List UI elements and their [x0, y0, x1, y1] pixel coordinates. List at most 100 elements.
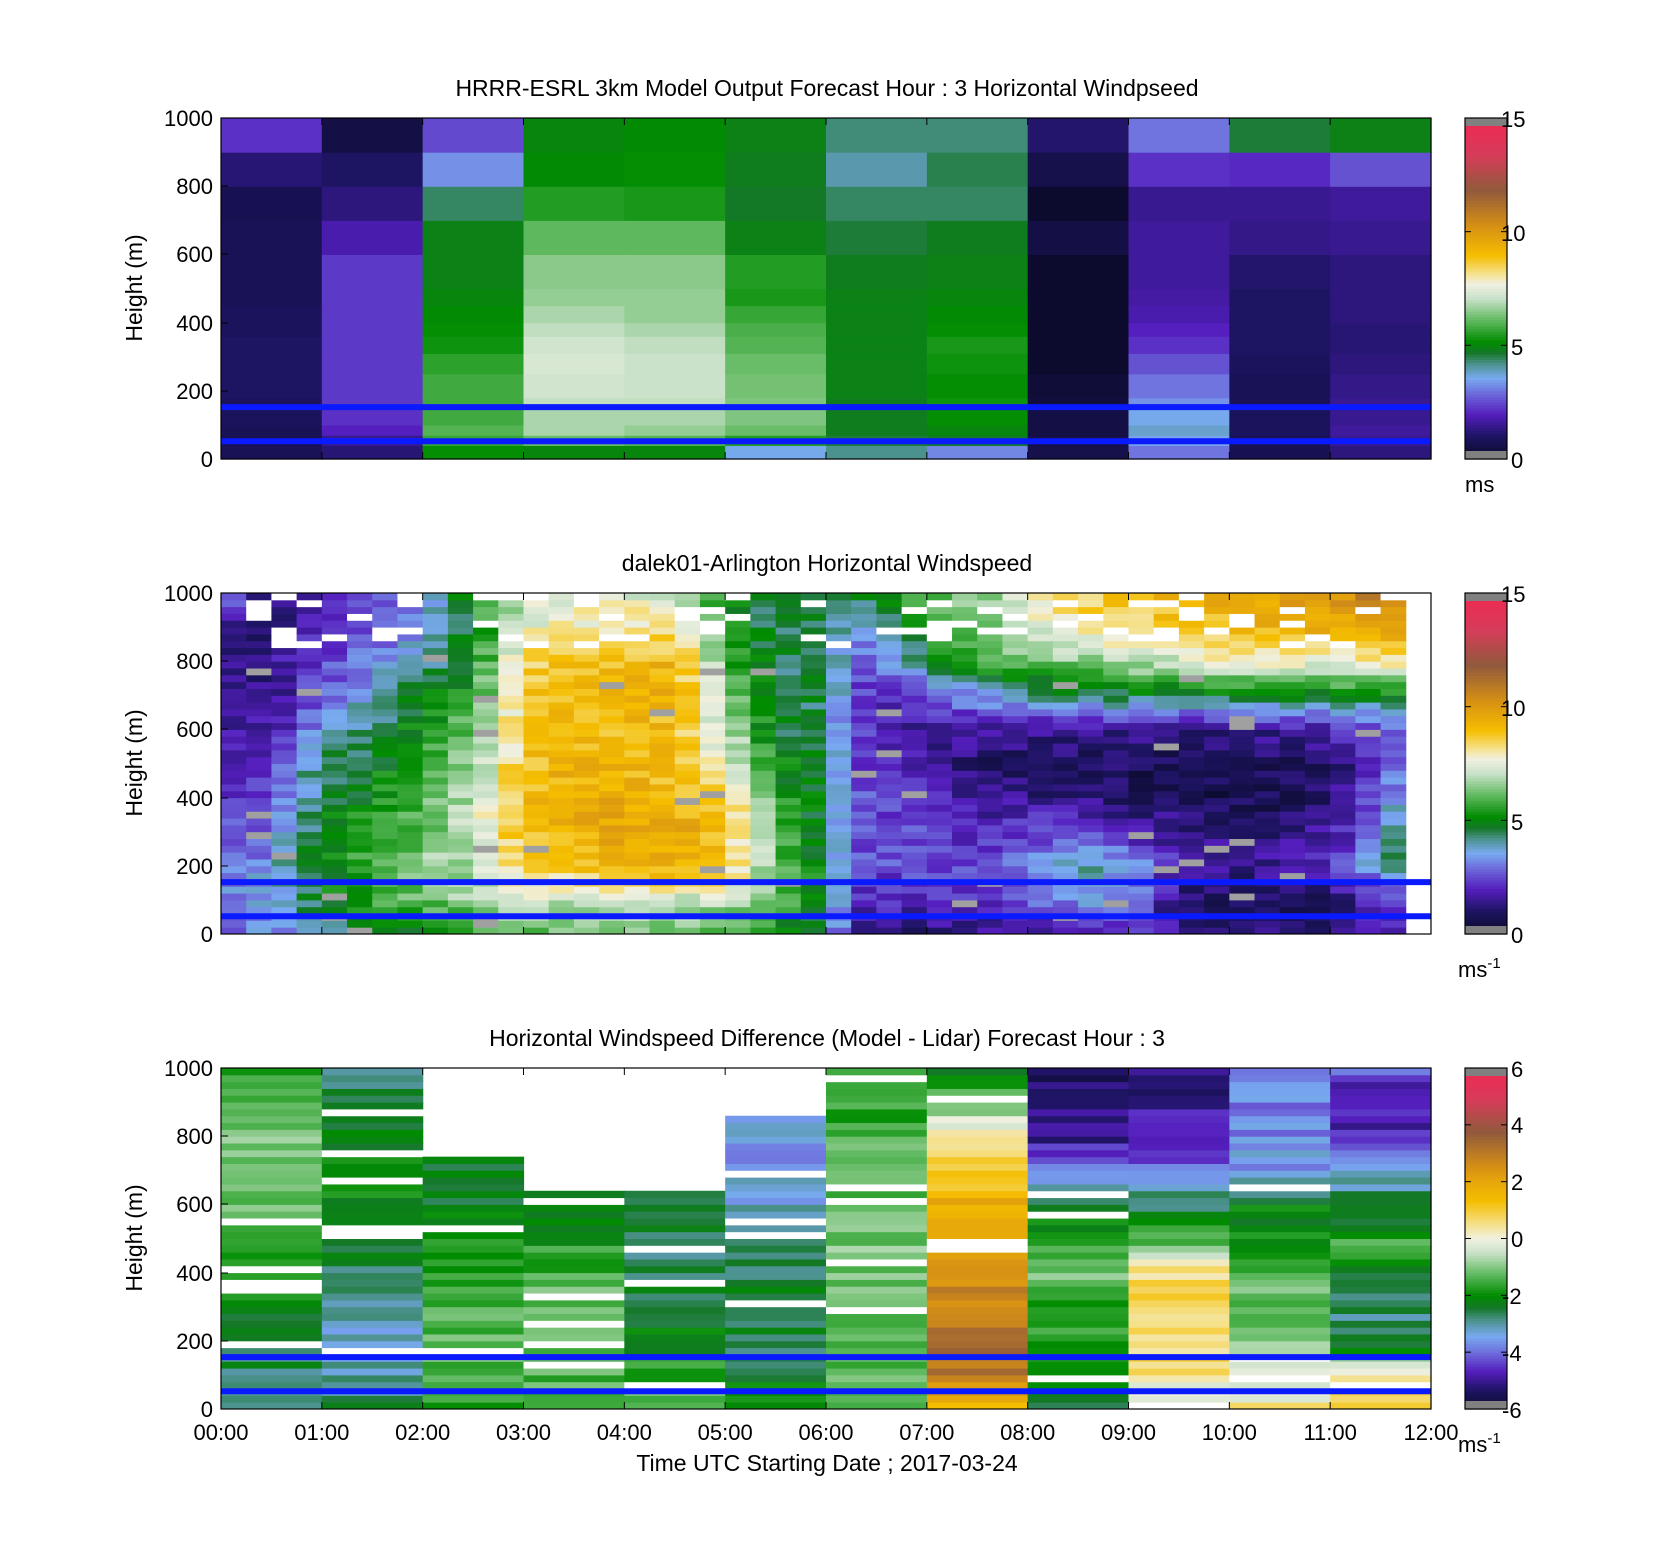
colorbar-segment	[1465, 333, 1507, 338]
heatmap-cell	[699, 599, 726, 608]
heatmap-cell	[221, 593, 247, 601]
heatmap-cell	[926, 708, 953, 717]
heatmap-cell	[1052, 811, 1079, 819]
heatmap-cell	[1128, 1402, 1230, 1410]
heatmap-cell	[573, 715, 600, 724]
heatmap-cell	[699, 845, 726, 853]
heatmap-cell	[498, 804, 524, 812]
heatmap-cell	[649, 613, 676, 621]
heatmap-cell	[1078, 736, 1104, 744]
heatmap-cell	[926, 804, 953, 812]
heatmap-cell	[851, 824, 877, 833]
heatmap-cell	[1330, 1149, 1432, 1158]
heatmap-cell	[473, 886, 499, 894]
heatmap-cell	[624, 1313, 726, 1321]
heatmap-cell	[876, 886, 903, 894]
colorbar-segment	[1465, 1394, 1507, 1399]
colorbar-segment	[1465, 231, 1507, 236]
heatmap-cell	[1078, 872, 1104, 880]
heatmap-cell	[624, 1402, 726, 1410]
heatmap-cell	[1380, 620, 1407, 628]
colorbar-segment	[1465, 1158, 1507, 1163]
heatmap-cell	[649, 661, 676, 669]
heatmap-cell	[775, 797, 802, 805]
heatmap-cell	[321, 1374, 424, 1383]
heatmap-cell	[221, 1279, 323, 1287]
heatmap-cell	[901, 633, 928, 642]
heatmap-cell	[1178, 920, 1205, 928]
heatmap-cell	[221, 397, 323, 409]
heatmap-cell	[397, 702, 424, 710]
heatmap-cell	[649, 824, 676, 833]
heatmap-cell	[221, 661, 247, 669]
heatmap-cell	[1128, 804, 1155, 812]
colorbar-segment	[1465, 1289, 1507, 1294]
heatmap-cell	[1330, 681, 1356, 689]
colorbar-segment	[1465, 652, 1507, 657]
heatmap-cell	[926, 1081, 1029, 1089]
panel-lidar-ytick: 200	[176, 854, 213, 879]
heatmap-cell	[271, 886, 298, 894]
heatmap-cell	[775, 736, 802, 744]
heatmap-cell	[246, 886, 272, 894]
heatmap-cell	[826, 397, 928, 409]
heatmap-cell	[221, 708, 247, 717]
heatmap-cell	[699, 668, 726, 676]
heatmap-cell	[447, 845, 474, 853]
heatmap-cell	[725, 1340, 827, 1349]
colorbar-segment	[1465, 777, 1507, 782]
heatmap-cell	[826, 756, 852, 764]
heatmap-cell	[1052, 927, 1079, 935]
heatmap-cell	[498, 756, 524, 764]
heatmap-cell	[498, 920, 524, 928]
heatmap-cell	[599, 640, 625, 649]
heatmap-cell	[826, 1306, 928, 1315]
heatmap-cell	[649, 708, 676, 717]
panel-difference-title: Horizontal Windspeed Difference (Model -…	[489, 1025, 1165, 1051]
heatmap-cell	[397, 715, 424, 724]
heatmap-cell	[926, 1313, 1029, 1321]
heatmap-cell	[926, 1224, 1029, 1233]
heatmap-cell	[674, 743, 701, 751]
heatmap-cell	[523, 743, 550, 751]
heatmap-cell	[977, 722, 1003, 730]
heatmap-cell	[800, 886, 827, 894]
heatmap-cell	[926, 1327, 1029, 1335]
heatmap-cell	[1254, 790, 1281, 799]
heatmap-cell	[1355, 647, 1382, 655]
heatmap-cell	[1229, 852, 1256, 860]
heatmap-cell	[1304, 838, 1331, 846]
heatmap-cell	[1330, 1381, 1432, 1390]
heatmap-cell	[1355, 899, 1382, 908]
heatmap-cell	[699, 906, 726, 915]
panel-difference: Horizontal Windspeed Difference (Model -…	[121, 1025, 1523, 1476]
heatmap-cell	[599, 893, 625, 901]
heatmap-cell	[826, 633, 852, 642]
heatmap-cell	[1027, 1327, 1130, 1335]
heatmap-cell	[1128, 893, 1155, 901]
heatmap-cell	[221, 688, 247, 696]
colorbar-segment	[1465, 1235, 1507, 1240]
heatmap-cell	[1380, 613, 1407, 621]
colorbar-segment	[1465, 223, 1507, 227]
heatmap-cell	[800, 783, 827, 792]
colorbar-segment	[1465, 248, 1507, 253]
heatmap-cell	[347, 688, 373, 696]
heatmap-cell	[1052, 674, 1079, 683]
heatmap-cell	[876, 640, 903, 649]
colorbar-segment	[1465, 860, 1507, 864]
heatmap-cell	[548, 729, 575, 737]
heatmap-cell	[599, 797, 625, 805]
colorbar-segment	[1465, 314, 1507, 318]
heatmap-cell	[725, 1190, 827, 1199]
heatmap-cell	[372, 722, 398, 730]
heatmap-cell	[926, 865, 953, 874]
heatmap-cell	[422, 783, 449, 792]
heatmap-cell	[1330, 1129, 1432, 1137]
heatmap-cell	[573, 906, 600, 915]
heatmap-cell	[901, 899, 928, 908]
heatmap-cell	[473, 824, 499, 833]
heatmap-cell	[296, 756, 323, 764]
heatmap-cell	[1279, 756, 1306, 764]
colorbar-segment	[1465, 1397, 1507, 1402]
